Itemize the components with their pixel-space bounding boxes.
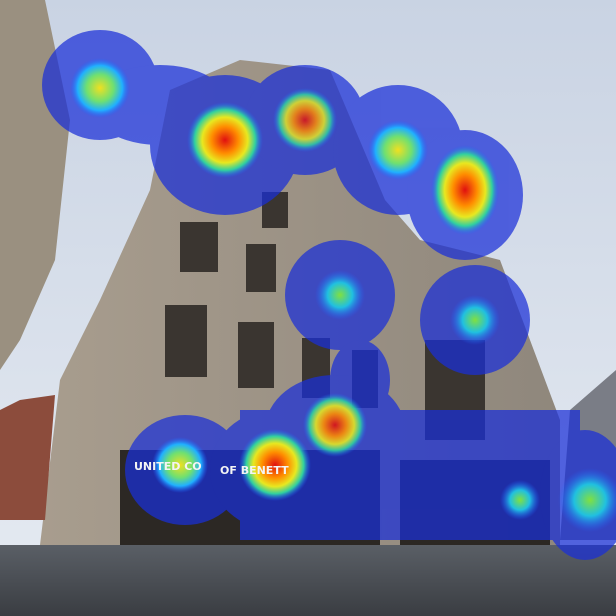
brick-house bbox=[0, 395, 55, 520]
shop-sign: OF BENETT bbox=[220, 464, 289, 477]
street bbox=[0, 545, 616, 616]
shop-sign: UNITED CO bbox=[134, 460, 202, 473]
heatmap-hotspots bbox=[70, 58, 616, 532]
heatmap-area bbox=[42, 30, 616, 560]
